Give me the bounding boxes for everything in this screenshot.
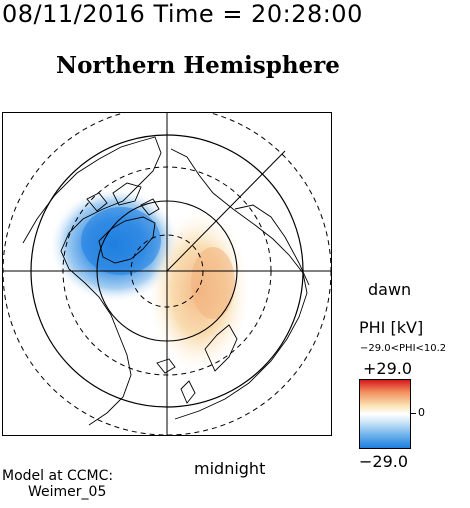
coastline-iceland [156, 358, 176, 374]
hemisphere-title: Northern Hemisphere [56, 52, 340, 79]
meridian-diagonal [166, 150, 286, 272]
model-credit-line1: Model at CCMC: [2, 468, 114, 484]
polar-map [2, 112, 332, 436]
colorbar-max-label: +29.0 [363, 359, 413, 378]
positive-cell-core [191, 247, 235, 319]
coastline-north-america [22, 136, 162, 426]
coastline-siberia [234, 204, 310, 286]
polar-map-canvas [3, 113, 331, 435]
dawn-label: dawn [368, 280, 412, 299]
colorbar-zero-label: 0 [418, 406, 425, 419]
timestamp: 08/11/2016 Time = 20:28:00 [2, 0, 363, 28]
colorbar [359, 379, 411, 449]
midnight-label: midnight [194, 459, 266, 478]
colorbar-title: PHI [kV] [359, 318, 424, 337]
coastline-scandinavia [204, 324, 238, 372]
coastline-arctic-islands [86, 182, 160, 216]
coastline-greenland [98, 216, 156, 264]
meridians [3, 113, 331, 435]
negative-cell-core [81, 207, 161, 275]
colorbar-min-label: −29.0 [359, 452, 409, 471]
colorbar-zero-tick [411, 413, 416, 414]
colorbar-range: −29.0<PHI<10.2 [360, 343, 447, 354]
coastline-uk [180, 380, 196, 404]
model-credit-line2: Weimer_05 [28, 484, 107, 500]
